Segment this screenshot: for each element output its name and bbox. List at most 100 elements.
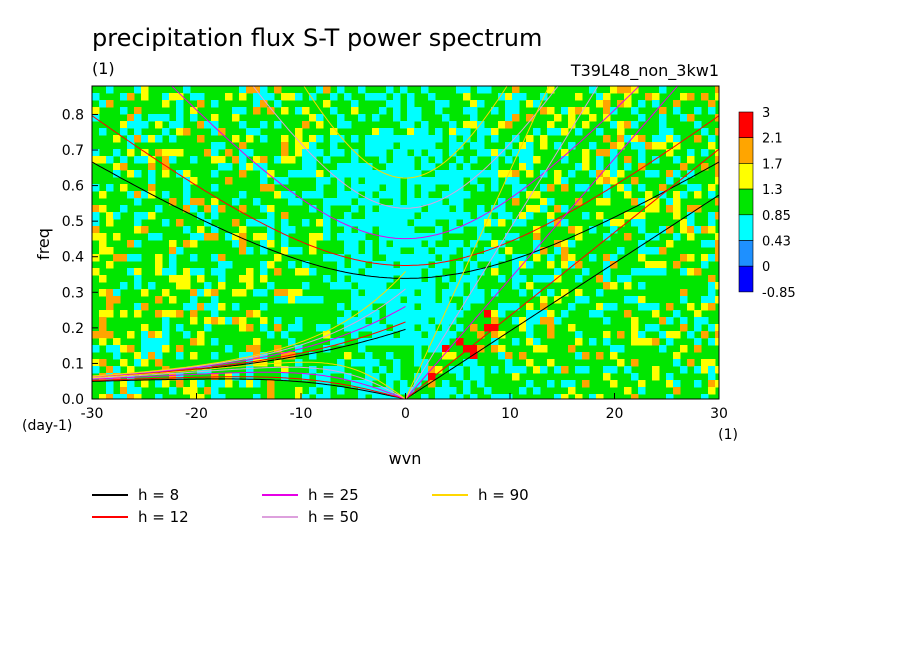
- field-cell: [708, 135, 716, 143]
- field-cell: [561, 184, 569, 192]
- field-cell: [344, 163, 352, 171]
- field-cell: [568, 254, 576, 262]
- field-cell: [365, 198, 373, 206]
- field-cell: [456, 282, 464, 290]
- field-cell: [526, 324, 534, 332]
- field-cell: [687, 303, 695, 311]
- field-cell: [288, 191, 296, 199]
- field-cell: [442, 303, 450, 311]
- field-cell: [498, 303, 506, 311]
- field-cell: [463, 121, 471, 129]
- field-cell: [99, 240, 107, 248]
- field-cell: [148, 345, 156, 353]
- field-cell: [281, 177, 289, 185]
- field-cell: [309, 268, 317, 276]
- field-cell: [568, 345, 576, 353]
- field-cell: [708, 338, 716, 346]
- field-cell: [603, 317, 611, 325]
- field-cell: [568, 387, 576, 395]
- field-cell: [134, 107, 142, 115]
- field-cell: [393, 191, 401, 199]
- field-cell: [547, 121, 555, 129]
- field-cell: [708, 191, 716, 199]
- field-cell: [470, 296, 478, 304]
- field-cell: [288, 296, 296, 304]
- field-cell: [561, 149, 569, 157]
- field-cell: [645, 261, 653, 269]
- field-cell: [176, 247, 184, 255]
- field-cell: [421, 310, 429, 318]
- field-cell: [708, 289, 716, 297]
- field-cell: [225, 177, 233, 185]
- field-cell: [358, 310, 366, 318]
- x-axis-label: wvn: [389, 449, 422, 468]
- field-cell: [281, 240, 289, 248]
- field-cell: [701, 149, 709, 157]
- field-cell: [652, 366, 660, 374]
- field-cell: [358, 303, 366, 311]
- field-cell: [148, 233, 156, 241]
- field-cell: [652, 373, 660, 381]
- field-cell: [582, 352, 590, 360]
- field-cell: [274, 268, 282, 276]
- field-cell: [148, 352, 156, 360]
- field-cell: [351, 219, 359, 227]
- field-cell: [680, 219, 688, 227]
- curve-legend: h = 8h = 12h = 25h = 50h = 90: [92, 486, 529, 526]
- field-cell: [141, 135, 149, 143]
- field-cell: [456, 177, 464, 185]
- field-cell: [484, 324, 492, 332]
- field-cell: [134, 128, 142, 136]
- field-cell: [407, 317, 415, 325]
- field-cell: [113, 149, 121, 157]
- field-cell: [568, 226, 576, 234]
- field-cell: [505, 142, 513, 150]
- field-cell: [393, 149, 401, 157]
- field-cell: [526, 380, 534, 388]
- field-cell: [540, 303, 548, 311]
- field-cell: [127, 394, 135, 399]
- field-cell: [610, 303, 618, 311]
- field-cell: [197, 226, 205, 234]
- field-cell: [526, 156, 534, 164]
- field-cell: [582, 156, 590, 164]
- field-cell: [435, 128, 443, 136]
- y-tick-label: 0.1: [62, 356, 84, 372]
- field-cell: [260, 205, 268, 213]
- field-cell: [99, 331, 107, 339]
- field-cell: [316, 233, 324, 241]
- field-cell: [428, 212, 436, 220]
- field-cell: [477, 205, 485, 213]
- colorbar-label: 1.7: [762, 157, 783, 172]
- field-cell: [365, 93, 373, 101]
- field-cell: [246, 149, 254, 157]
- field-cell: [414, 331, 422, 339]
- field-cell: [267, 107, 275, 115]
- field-cell: [148, 212, 156, 220]
- field-cell: [330, 93, 338, 101]
- field-cell: [386, 352, 394, 360]
- field-cell: [442, 331, 450, 339]
- field-cell: [211, 254, 219, 262]
- field-cell: [197, 198, 205, 206]
- field-cell: [694, 317, 702, 325]
- field-cell: [127, 170, 135, 178]
- field-cell: [197, 394, 205, 399]
- field-cell: [617, 275, 625, 283]
- field-cell: [708, 296, 716, 304]
- field-cell: [183, 387, 191, 395]
- field-cell: [309, 387, 317, 395]
- field-cell: [715, 331, 719, 339]
- field-cell: [554, 205, 562, 213]
- field-cell: [211, 289, 219, 297]
- field-cell: [547, 184, 555, 192]
- field-cell: [113, 345, 121, 353]
- field-cell: [386, 191, 394, 199]
- field-cell: [673, 387, 681, 395]
- field-cell: [365, 380, 373, 388]
- field-cell: [351, 135, 359, 143]
- field-cell: [316, 296, 324, 304]
- field-cell: [463, 107, 471, 115]
- field-cell: [673, 198, 681, 206]
- field-cell: [589, 226, 597, 234]
